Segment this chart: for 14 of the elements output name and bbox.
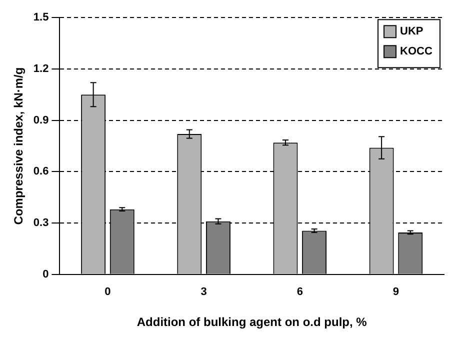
- y-tick-label: 0.9: [33, 114, 49, 126]
- y-tick-label: 1.5: [33, 12, 49, 24]
- y-tick-label: 1.2: [33, 62, 49, 75]
- x-tick-label: 9: [392, 286, 400, 298]
- x-axis-title: Addition of bulking agent on o.d pulp, %: [136, 315, 368, 330]
- x-tick-label: 0: [104, 286, 111, 298]
- y-tick-label: 0: [42, 268, 49, 280]
- y-tick-label: 0.6: [33, 166, 49, 178]
- x-tick-label: 6: [296, 286, 303, 298]
- y-tick-label: 0.3: [33, 217, 49, 230]
- x-tick-label: 3: [200, 286, 207, 298]
- legend-label: KOCC: [400, 46, 432, 58]
- legend-label: UKP: [400, 26, 424, 38]
- y-axis-title: Compressive index, kN·m/g: [12, 67, 26, 225]
